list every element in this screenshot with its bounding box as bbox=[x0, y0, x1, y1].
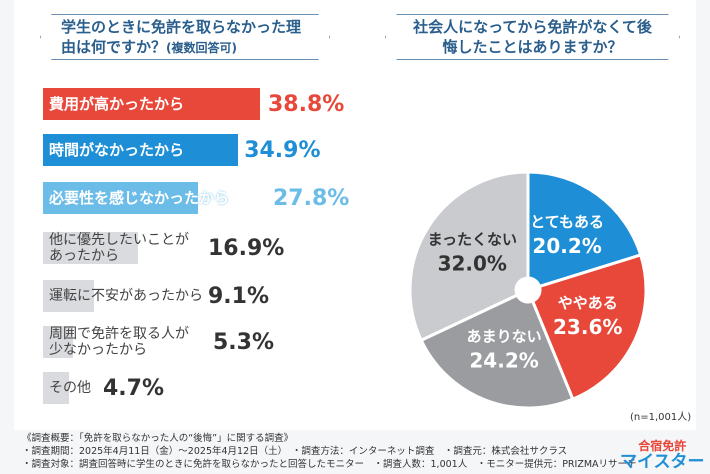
survey-footer: 《調査概要：「免許を取らなかった人の“後悔”」に関する調査》 ・調査期間：202… bbox=[22, 432, 637, 471]
pie-label: とてもある bbox=[530, 213, 604, 231]
logo-line2: マイスター bbox=[620, 452, 705, 472]
bar bbox=[43, 372, 70, 404]
bar-value: 4.7% bbox=[103, 375, 165, 401]
pie-chart: とてもある 20.2% ややある 23.6% あまりない 24.2% まったくない 32.0% bbox=[408, 170, 648, 410]
pie-value: 32.0% bbox=[438, 252, 507, 276]
footer-line: ・調査期間：2025年4月11日（金）～2025年4月12日（土） ・調査方法：… bbox=[22, 446, 568, 457]
pie-slice bbox=[408, 170, 530, 343]
bar-value: 5.3% bbox=[213, 329, 275, 355]
pie-slice bbox=[526, 170, 643, 289]
pie-value: 23.6% bbox=[553, 315, 622, 339]
bar-label: 周囲で免許を取る人が少なかったから bbox=[49, 326, 189, 358]
bar bbox=[43, 280, 94, 312]
bar-value: 9.1% bbox=[208, 283, 270, 309]
bar-label: 時間がなかったから bbox=[49, 141, 185, 159]
bar-label: 費用が高かったから bbox=[49, 95, 185, 113]
bar-value: 34.9% bbox=[244, 137, 321, 163]
pie-label: あまりない bbox=[467, 328, 542, 346]
bar-label: 運転に不安があったから bbox=[49, 288, 203, 304]
logo-line1: 合宿免許 bbox=[638, 439, 687, 453]
bar-value: 16.9% bbox=[208, 235, 285, 261]
pie-chart-title: 社会人になってから免許がなくて後悔したことはありますか？ bbox=[385, 14, 680, 60]
pie-label: まったくない bbox=[428, 231, 517, 249]
sample-size-note: (n=1,001人) bbox=[630, 412, 692, 423]
bar-label: 他に優先したいことがあったから bbox=[49, 232, 189, 264]
bar-value: 38.8% bbox=[268, 91, 345, 117]
bar-chart-title: 学生のときに免許を取らなかった理由は何ですか？(複数回答可) bbox=[40, 14, 330, 60]
logo: 合宿免許 マイスター bbox=[620, 438, 705, 472]
pie-slice bbox=[530, 253, 648, 402]
bar bbox=[43, 182, 199, 214]
bar-label: その他 bbox=[49, 380, 91, 396]
bar-value: 27.8% bbox=[273, 185, 350, 211]
bar bbox=[43, 88, 260, 120]
pie-value: 20.2% bbox=[532, 234, 601, 258]
footer-line: 《調査概要：「免許を取らなかった人の“後悔”」に関する調査》 bbox=[22, 433, 294, 444]
pie-value: 24.2% bbox=[469, 349, 538, 373]
pie-label: ややある bbox=[558, 294, 618, 312]
bar-label: 必要性を感じなかったから bbox=[49, 189, 230, 207]
bar bbox=[43, 232, 138, 264]
footer-line: ・調査対象：調査回答時に学生のときに免許を取らなかったと回答したモニター ・調査… bbox=[22, 459, 637, 470]
bar bbox=[43, 326, 73, 358]
bar bbox=[43, 134, 239, 166]
